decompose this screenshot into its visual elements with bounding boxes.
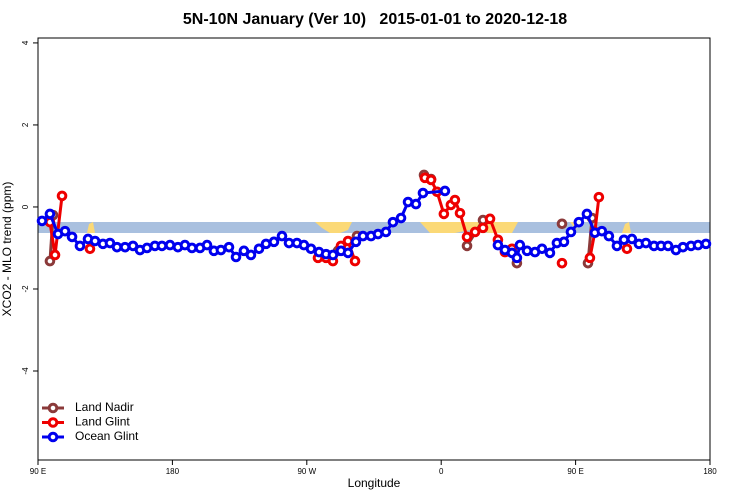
data-point bbox=[611, 240, 623, 252]
data-point bbox=[253, 243, 265, 255]
legend-marker bbox=[47, 431, 59, 443]
data-point bbox=[327, 249, 339, 261]
data-point bbox=[395, 212, 407, 224]
x-tick-label: 90 E bbox=[30, 467, 46, 476]
legend-label: Land Glint bbox=[75, 415, 130, 429]
data-point bbox=[439, 185, 451, 197]
data-point bbox=[449, 194, 461, 206]
data-point bbox=[700, 238, 712, 250]
data-point bbox=[618, 234, 630, 246]
data-point bbox=[573, 216, 585, 228]
x-tick-label: 180 bbox=[703, 467, 717, 476]
y-tick-label: 0 bbox=[21, 204, 30, 209]
data-point bbox=[342, 235, 354, 247]
data-point bbox=[230, 251, 242, 263]
data-point bbox=[380, 226, 392, 238]
legend-label: Ocean Glint bbox=[75, 429, 139, 443]
data-point bbox=[44, 255, 56, 267]
data-point bbox=[596, 225, 608, 237]
data-point bbox=[626, 233, 638, 245]
data-point bbox=[536, 243, 548, 255]
chart-title: 5N-10N January (Ver 10) 2015-01-01 to 20… bbox=[183, 11, 567, 28]
ocean-band bbox=[38, 222, 710, 233]
data-point bbox=[461, 231, 473, 243]
y-tick-label: 2 bbox=[21, 122, 30, 127]
data-point bbox=[484, 213, 496, 225]
x-tick-label: 0 bbox=[439, 467, 444, 476]
data-point bbox=[417, 187, 429, 199]
data-point bbox=[492, 239, 504, 251]
land-patch bbox=[622, 222, 631, 233]
land-patch bbox=[315, 222, 352, 233]
data-point bbox=[387, 216, 399, 228]
data-point bbox=[677, 241, 689, 253]
data-point bbox=[305, 243, 317, 255]
data-point bbox=[215, 244, 227, 256]
data-point bbox=[276, 230, 288, 242]
data-point bbox=[268, 236, 280, 248]
x-axis-label: Longitude bbox=[348, 476, 401, 490]
data-point bbox=[357, 230, 369, 242]
y-axis-label: XCO2 - MLO trend (ppm) bbox=[0, 182, 14, 317]
x-tick-label: 90 W bbox=[297, 467, 316, 476]
data-point bbox=[511, 252, 523, 264]
data-point bbox=[425, 174, 437, 186]
data-point bbox=[662, 240, 674, 252]
data-point bbox=[556, 257, 568, 269]
data-point bbox=[556, 218, 568, 230]
data-point bbox=[438, 208, 450, 220]
data-point bbox=[119, 241, 131, 253]
data-point bbox=[201, 239, 213, 251]
data-point bbox=[544, 247, 556, 259]
data-point bbox=[349, 255, 361, 267]
data-point bbox=[521, 245, 533, 257]
data-point bbox=[56, 190, 68, 202]
x-tick-label: 90 E bbox=[567, 467, 583, 476]
data-point bbox=[410, 198, 422, 210]
data-point bbox=[223, 241, 235, 253]
data-point bbox=[74, 240, 86, 252]
data-point bbox=[245, 249, 257, 261]
plot-frame bbox=[37, 37, 711, 461]
data-point bbox=[581, 208, 593, 220]
data-point bbox=[477, 222, 489, 234]
data-point bbox=[84, 243, 96, 255]
data-point bbox=[469, 226, 481, 238]
data-point bbox=[186, 242, 198, 254]
data-point bbox=[454, 207, 466, 219]
x-tick-label: 180 bbox=[166, 467, 180, 476]
data-point bbox=[593, 191, 605, 203]
data-point bbox=[565, 226, 577, 238]
data-point bbox=[350, 236, 362, 248]
y-tick-label: -4 bbox=[21, 367, 30, 375]
land-patch bbox=[87, 222, 95, 233]
data-point bbox=[514, 239, 526, 251]
y-tick-label: 4 bbox=[21, 40, 30, 45]
data-point bbox=[66, 231, 78, 243]
data-point bbox=[621, 243, 633, 255]
legend-marker bbox=[47, 402, 59, 414]
data-point bbox=[36, 215, 48, 227]
data-point bbox=[44, 208, 56, 220]
data-point bbox=[111, 241, 123, 253]
legend-label: Land Nadir bbox=[75, 400, 134, 414]
data-point bbox=[342, 247, 354, 259]
data-point bbox=[558, 236, 570, 248]
data-point bbox=[461, 240, 473, 252]
data-point bbox=[49, 249, 61, 261]
data-point bbox=[584, 252, 596, 264]
data-point bbox=[640, 237, 652, 249]
legend-marker bbox=[47, 417, 59, 428]
data-point bbox=[156, 240, 168, 252]
data-point bbox=[603, 230, 615, 242]
data-point bbox=[59, 225, 71, 237]
data-point bbox=[692, 239, 704, 251]
y-tick-label: -2 bbox=[21, 285, 30, 293]
